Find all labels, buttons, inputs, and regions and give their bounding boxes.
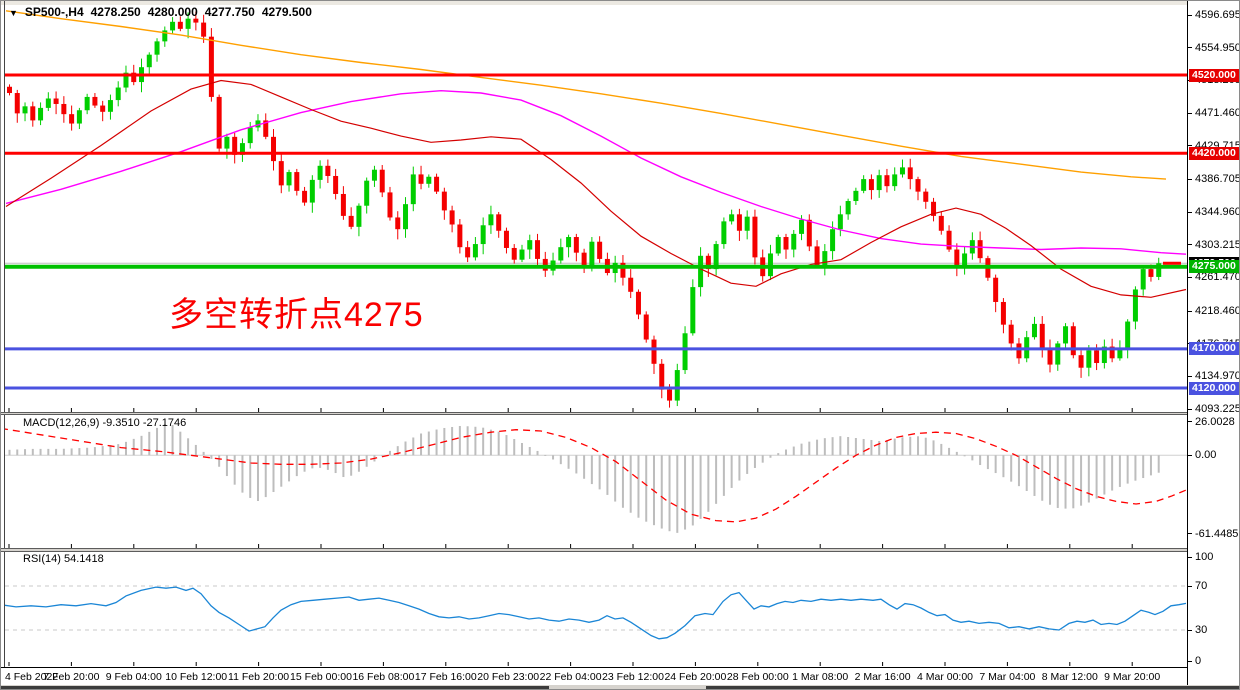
axis-tick bbox=[1188, 629, 1192, 631]
time-label: 11 Feb 20:00 bbox=[228, 671, 290, 683]
axis-tick bbox=[1188, 178, 1192, 180]
panel-splitter-rsi[interactable] bbox=[1, 548, 1187, 552]
axis-tick bbox=[1188, 533, 1192, 535]
axis-tick bbox=[1188, 556, 1192, 558]
time-label: 24 Feb 20:00 bbox=[664, 671, 727, 683]
quote-high: 4280.000 bbox=[147, 5, 198, 19]
axis-label: 4554.950 bbox=[1195, 41, 1240, 54]
axis-tick bbox=[1188, 375, 1192, 377]
time-label: 4 Mar 00:00 bbox=[916, 671, 974, 683]
rsi-canvas[interactable] bbox=[5, 552, 1187, 666]
main-chart-canvas[interactable] bbox=[5, 6, 1187, 412]
ma-mid-magenta bbox=[5, 89, 1187, 255]
axis-label: -61.4485 bbox=[1195, 527, 1239, 540]
price-badge: 4520.000 bbox=[1189, 68, 1239, 82]
time-label: 20 Feb 23:00 bbox=[477, 671, 540, 683]
axis-tick bbox=[1188, 310, 1192, 312]
macd-indicator-label: MACD(12,26,9) -9.3510 -27.1746 bbox=[23, 417, 187, 429]
time-label: 17 Feb 16:00 bbox=[414, 671, 477, 683]
axis-label: 4471.460 bbox=[1195, 107, 1240, 119]
quote-open: 4278.250 bbox=[90, 5, 141, 19]
time-label: 9 Mar 20:00 bbox=[1104, 671, 1161, 683]
axis-label: 4303.215 bbox=[1195, 238, 1240, 251]
macd-canvas[interactable] bbox=[5, 415, 1187, 548]
price-badge: 4420.000 bbox=[1189, 146, 1239, 160]
time-label: 15 Feb 00:00 bbox=[290, 671, 352, 683]
scrollbar-track-right[interactable] bbox=[706, 686, 1239, 689]
window-left-frame bbox=[4, 1, 5, 685]
axis-tick bbox=[1188, 408, 1192, 410]
pivot-annotation-text[interactable]: 多空转折点4275 bbox=[169, 296, 424, 334]
ma-slow-orange bbox=[5, 10, 1167, 180]
time-label: 8 Mar 12:00 bbox=[1041, 671, 1098, 683]
time-label: 1 Mar 08:00 bbox=[792, 671, 849, 683]
rsi-indicator-label: RSI(14) 54.1418 bbox=[23, 553, 104, 565]
axis-label: 4344.960 bbox=[1195, 206, 1240, 218]
axis-tick bbox=[1188, 454, 1192, 456]
price-badge: 4275.000 bbox=[1189, 260, 1239, 274]
price-axis[interactable]: 4596.6954554.9504513.2054471.4604429.715… bbox=[1187, 1, 1240, 685]
axis-tick bbox=[1188, 585, 1192, 587]
time-label: 10 Feb 12:00 bbox=[165, 671, 228, 683]
ma-fast-darkred bbox=[5, 79, 1187, 298]
axis-tick bbox=[1188, 244, 1192, 246]
axis-tick bbox=[1188, 211, 1192, 213]
symbol-timeframe: SP500-,H4 bbox=[24, 5, 84, 19]
price-badge: 4170.000 bbox=[1189, 342, 1239, 356]
axis-tick bbox=[1188, 660, 1192, 662]
quote-close: 4279.500 bbox=[261, 5, 312, 19]
time-label: 9 Feb 04:00 bbox=[105, 671, 162, 683]
axis-tick bbox=[1188, 47, 1192, 49]
price-badge: 4120.000 bbox=[1189, 381, 1239, 395]
time-label: 7 Feb 20:00 bbox=[43, 671, 100, 683]
quote-low: 4277.750 bbox=[204, 5, 255, 19]
axis-label: 100 bbox=[1195, 551, 1214, 563]
axis-label: 4596.695 bbox=[1195, 9, 1240, 21]
window-top-frame bbox=[1, 1, 1239, 5]
time-label: 16 Feb 08:00 bbox=[352, 671, 415, 683]
axis-label: 70 bbox=[1195, 580, 1208, 592]
axis-label: 0 bbox=[1195, 655, 1202, 667]
time-axis[interactable]: 4 Feb 2022 7 Feb 20:00 9 Feb 04:00 10 Feb 1… bbox=[1, 667, 1187, 685]
time-label: 23 Feb 12:00 bbox=[602, 671, 664, 683]
axis-label: 26.0028 bbox=[1195, 415, 1235, 428]
horizontal-scrollbar[interactable] bbox=[1, 685, 1239, 689]
axis-label: 4386.705 bbox=[1195, 173, 1240, 186]
axis-tick bbox=[1188, 112, 1192, 114]
time-label: 4 Feb 2022 bbox=[5, 671, 59, 683]
axis-label: 30 bbox=[1195, 624, 1208, 636]
time-label: 2 Mar 16:00 bbox=[854, 671, 911, 683]
axis-tick bbox=[1188, 145, 1192, 147]
scrollbar-track-left[interactable] bbox=[1, 686, 549, 689]
chevron-down-icon[interactable]: ▼ bbox=[9, 8, 18, 18]
axis-label: 0.00 bbox=[1195, 449, 1217, 462]
axis-tick bbox=[1188, 276, 1192, 278]
axis-label: 4261.470 bbox=[1195, 271, 1240, 284]
axis-label: 4134.970 bbox=[1195, 370, 1240, 383]
axis-tick bbox=[1188, 421, 1192, 423]
time-label: 22 Feb 04:00 bbox=[539, 671, 602, 683]
chart-title: ▼ SP500-,H4 4278.250 4280.000 4277.750 4279.5… bbox=[9, 5, 319, 19]
axis-tick bbox=[1188, 14, 1192, 16]
time-label: 28 Feb 00:00 bbox=[726, 671, 789, 683]
axis-label: 4093.225 bbox=[1195, 403, 1240, 415]
panel-splitter-macd[interactable] bbox=[1, 412, 1187, 415]
axis-label: 4218.460 bbox=[1195, 305, 1240, 317]
time-label: 7 Mar 04:00 bbox=[979, 671, 1036, 683]
